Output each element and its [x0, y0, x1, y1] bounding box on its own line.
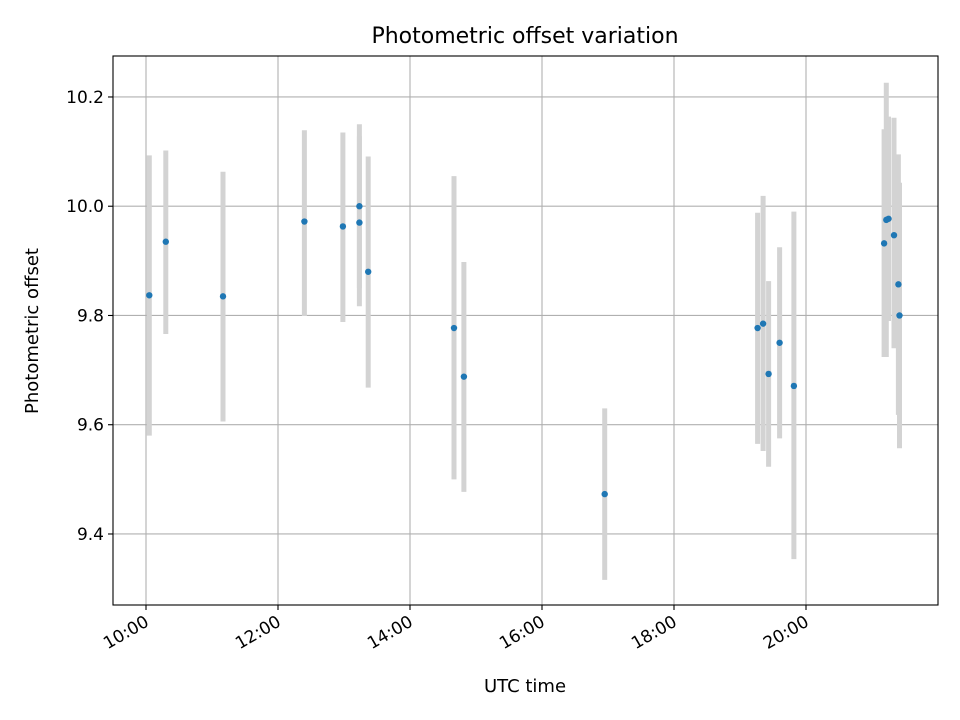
data-point: [301, 218, 308, 225]
plot-area: [112, 55, 939, 606]
y-tick-label: 9.8: [77, 306, 104, 326]
y-tick-label: 9.4: [77, 525, 104, 545]
data-point: [790, 382, 798, 390]
data-point: [460, 373, 468, 380]
data-point: [219, 293, 227, 300]
axes-frame: [112, 55, 939, 606]
data-point: [885, 215, 892, 222]
y-axis-ticks: 9.4 9.6 9.8 10.0 10.2: [66, 88, 113, 545]
x-axis-label: UTC time: [484, 676, 566, 697]
data-point: [896, 312, 903, 319]
data-point: [759, 320, 767, 327]
y-tick-label: 10.2: [66, 88, 104, 108]
y-tick-label: 10.0: [66, 197, 104, 217]
data-point: [895, 281, 902, 288]
data-point: [776, 339, 783, 346]
axes-background: [113, 56, 938, 605]
data-point: [880, 240, 888, 247]
data-point: [890, 231, 898, 239]
data-point: [146, 292, 153, 299]
data-point: [162, 238, 169, 245]
data-point: [765, 370, 772, 378]
data-point: [365, 268, 372, 275]
data-point: [339, 223, 347, 230]
data-point: [450, 324, 458, 332]
grid: [113, 56, 938, 605]
data-point: [601, 490, 608, 498]
data-points: [146, 203, 903, 498]
data-point: [356, 219, 363, 226]
data-point: [754, 324, 761, 332]
y-axis-label: Photometric offset: [22, 248, 43, 414]
y-tick-label: 9.6: [77, 416, 104, 436]
chart-title: Photometric offset variation: [371, 24, 678, 49]
data-point: [356, 203, 363, 210]
